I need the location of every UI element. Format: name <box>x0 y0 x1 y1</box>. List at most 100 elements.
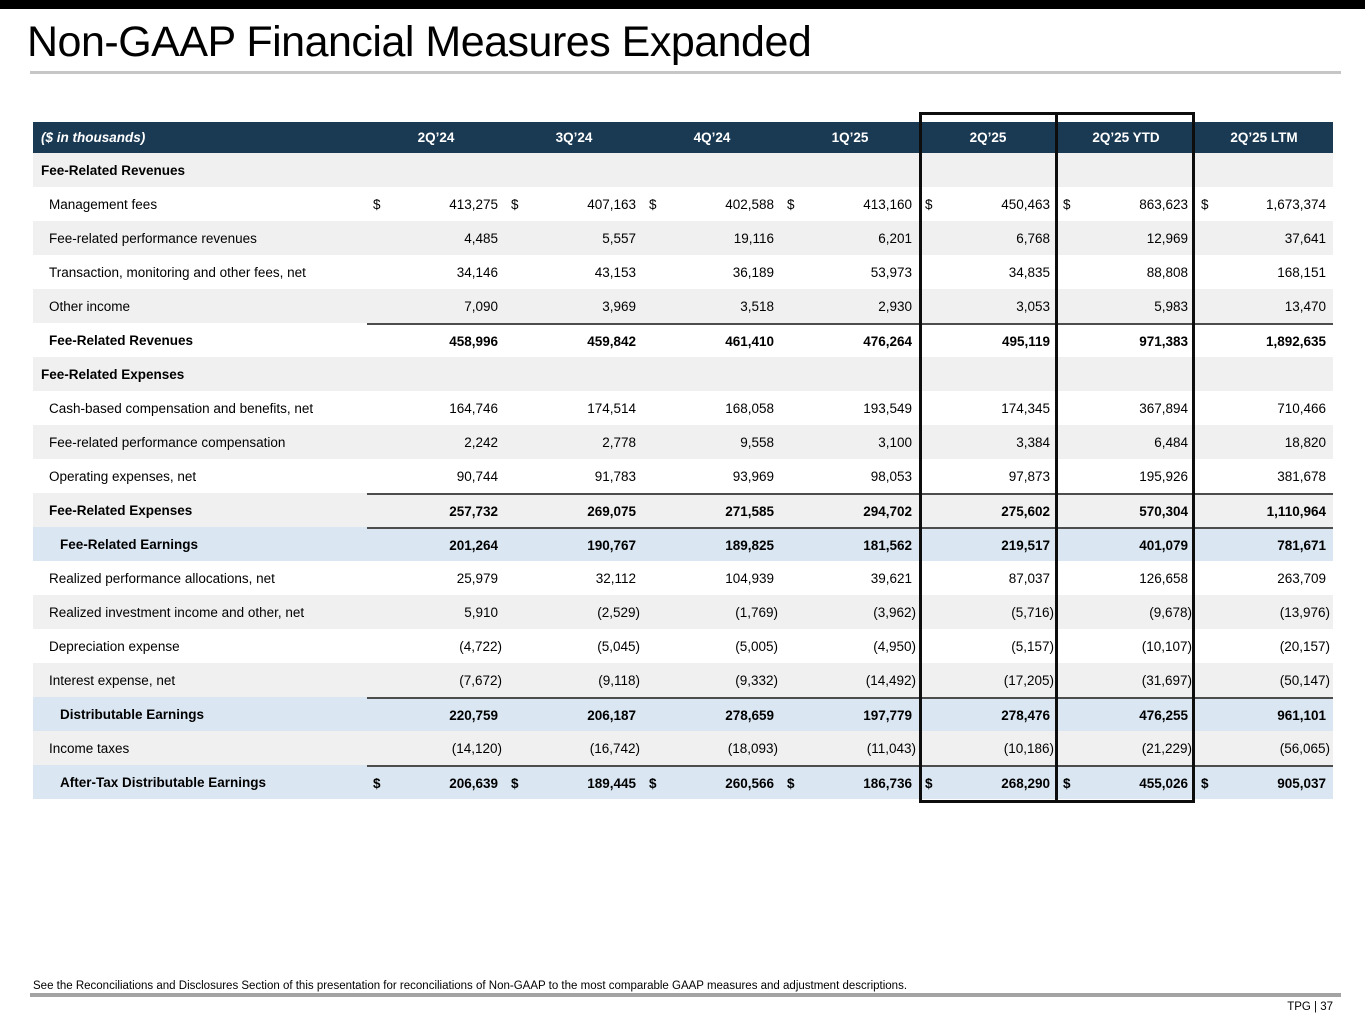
value-cell: 3,518 <box>643 299 781 314</box>
value-text: 413,160 <box>863 196 912 212</box>
value-cell: (14,492) <box>781 673 919 688</box>
value-cell: (9,332) <box>643 673 781 688</box>
value-text: 3,969 <box>602 298 636 314</box>
value-text: 710,466 <box>1277 400 1326 416</box>
value-cell: $189,445 <box>505 776 643 791</box>
title-divider <box>30 71 1341 74</box>
table-row: After-Tax Distributable Earnings $206,639… <box>33 765 1333 799</box>
value-text: 476,255 <box>1139 707 1188 723</box>
value-text: 7,090 <box>464 298 498 314</box>
value-text: (5,716) <box>1011 604 1054 620</box>
value-cell: 961,101 <box>1195 708 1333 723</box>
value-cell: 43,153 <box>505 265 643 280</box>
value-cell: 53,973 <box>781 265 919 280</box>
value-text: 413,275 <box>449 196 498 212</box>
value-cell: (56,065) <box>1195 741 1333 756</box>
value-cell: 34,146 <box>367 265 505 280</box>
value-cell: (31,697) <box>1057 673 1195 688</box>
value-text: 3,053 <box>1016 298 1050 314</box>
value-cell: 4,485 <box>367 231 505 246</box>
value-text: 6,201 <box>878 230 912 246</box>
value-cell: 37,641 <box>1195 231 1333 246</box>
value-cell: (11,043) <box>781 741 919 756</box>
value-cell: (9,118) <box>505 673 643 688</box>
value-cell: $905,037 <box>1195 776 1333 791</box>
value-cell: 5,983 <box>1057 299 1195 314</box>
table-row: Transaction, monitoring and other fees, … <box>33 255 1333 289</box>
value-cell: 168,058 <box>643 401 781 416</box>
dollar-sign: $ <box>1201 196 1209 212</box>
value-text: 407,163 <box>587 196 636 212</box>
footer-divider <box>30 993 1341 997</box>
value-text: 458,996 <box>449 333 498 349</box>
dollar-sign: $ <box>373 775 381 791</box>
value-text: 3,100 <box>878 434 912 450</box>
value-text: 32,112 <box>595 570 636 586</box>
value-cell: 87,037 <box>919 571 1057 586</box>
value-cell: $413,160 <box>781 197 919 212</box>
value-text: 53,973 <box>870 264 912 280</box>
value-text: 164,746 <box>449 400 498 416</box>
row-label: Transaction, monitoring and other fees, … <box>49 264 306 280</box>
row-values: 5,910 (2,529) (1,769) (3,962) (5,716) (9,678)… <box>367 595 1333 629</box>
value-text: (31,697) <box>1141 672 1192 688</box>
value-text: (21,229) <box>1141 740 1192 756</box>
value-text: 781,671 <box>1277 537 1326 553</box>
value-cell: 9,558 <box>643 435 781 450</box>
value-text: 18,820 <box>1284 434 1326 450</box>
dollar-sign: $ <box>649 196 657 212</box>
value-cell: 32,112 <box>505 571 643 586</box>
table-row: Fee-Related Revenues <box>33 153 1333 187</box>
value-cell: 6,201 <box>781 231 919 246</box>
dollar-sign: $ <box>511 775 519 791</box>
value-text: (3,962) <box>873 604 916 620</box>
value-cell: (17,205) <box>919 673 1057 688</box>
value-cell: 174,345 <box>919 401 1057 416</box>
value-cell: 367,894 <box>1057 401 1195 416</box>
value-cell: 90,744 <box>367 469 505 484</box>
row-label: Fee-Related Earnings <box>60 536 199 552</box>
value-cell: 174,514 <box>505 401 643 416</box>
value-text: (10,107) <box>1141 638 1192 654</box>
row-label: Realized investment income and other, ne… <box>49 604 305 620</box>
value-text: 269,075 <box>587 503 636 519</box>
value-cell: 5,910 <box>367 605 505 620</box>
value-cell: 34,835 <box>919 265 1057 280</box>
value-cell: (16,742) <box>505 741 643 756</box>
value-text: 1,673,374 <box>1265 196 1326 212</box>
value-cell: 1,892,635 <box>1195 334 1333 349</box>
value-cell: 459,842 <box>505 334 643 349</box>
value-text: 168,058 <box>725 400 774 416</box>
value-text: 97,873 <box>1008 468 1050 484</box>
value-text: 402,588 <box>725 196 774 212</box>
value-cell: 91,783 <box>505 469 643 484</box>
value-cell: $186,736 <box>781 776 919 791</box>
table-row: Interest expense, net (7,672) (9,118) (9,33… <box>33 663 1333 697</box>
value-text: (10,186) <box>1003 740 1054 756</box>
value-cell: 39,621 <box>781 571 919 586</box>
table-row: Realized investment income and other, ne… <box>33 595 1333 629</box>
value-text: 189,825 <box>725 537 774 553</box>
dollar-sign: $ <box>1063 775 1071 791</box>
value-text: 3,518 <box>740 298 774 314</box>
units-label: ($ in thousands) <box>41 130 146 145</box>
value-cell: $268,290 <box>919 776 1057 791</box>
dollar-sign: $ <box>1063 196 1071 212</box>
value-cell: $863,623 <box>1057 197 1195 212</box>
dollar-sign: $ <box>1201 775 1209 791</box>
column-header: 2Q’25 <box>969 130 1007 145</box>
row-values: 458,996 459,842 461,410 476,264 495,119 971,3… <box>367 323 1333 357</box>
value-cell: 206,187 <box>505 708 643 723</box>
value-text: 401,079 <box>1139 537 1188 553</box>
table-row: Management fees $413,275 $407,163 $402,588 $… <box>33 187 1333 221</box>
value-cell: 971,383 <box>1057 334 1195 349</box>
value-cell: 189,825 <box>643 538 781 553</box>
value-cell: 781,671 <box>1195 538 1333 553</box>
value-text: 174,514 <box>587 400 636 416</box>
value-cell: (14,120) <box>367 741 505 756</box>
value-text: 278,659 <box>725 707 774 723</box>
value-cell: 3,053 <box>919 299 1057 314</box>
value-cell: 263,709 <box>1195 571 1333 586</box>
value-text: 863,623 <box>1139 196 1188 212</box>
value-cell: 7,090 <box>367 299 505 314</box>
